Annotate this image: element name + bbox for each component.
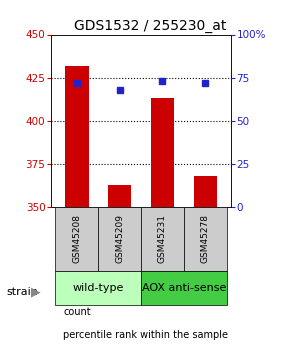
- Bar: [194, 176, 217, 207]
- Text: GSM45278: GSM45278: [201, 214, 210, 264]
- Bar: [55, 271, 141, 305]
- Bar: [141, 207, 184, 271]
- Bar: [108, 185, 131, 207]
- Text: wild-type: wild-type: [73, 283, 124, 293]
- Text: percentile rank within the sample: percentile rank within the sample: [63, 330, 228, 339]
- Text: GDS1532 / 255230_at: GDS1532 / 255230_at: [74, 19, 226, 33]
- Text: count: count: [63, 307, 91, 317]
- Bar: [65, 66, 88, 207]
- Text: ▶: ▶: [31, 285, 41, 298]
- Text: GSM45208: GSM45208: [72, 214, 81, 264]
- Bar: [98, 207, 141, 271]
- Bar: [55, 207, 98, 271]
- Text: AOX anti-sense: AOX anti-sense: [142, 283, 226, 293]
- Text: GSM45231: GSM45231: [158, 214, 167, 264]
- Text: strain: strain: [6, 287, 38, 296]
- Text: GSM45209: GSM45209: [115, 214, 124, 264]
- Bar: [151, 98, 174, 207]
- Bar: [141, 271, 227, 305]
- Bar: [184, 207, 227, 271]
